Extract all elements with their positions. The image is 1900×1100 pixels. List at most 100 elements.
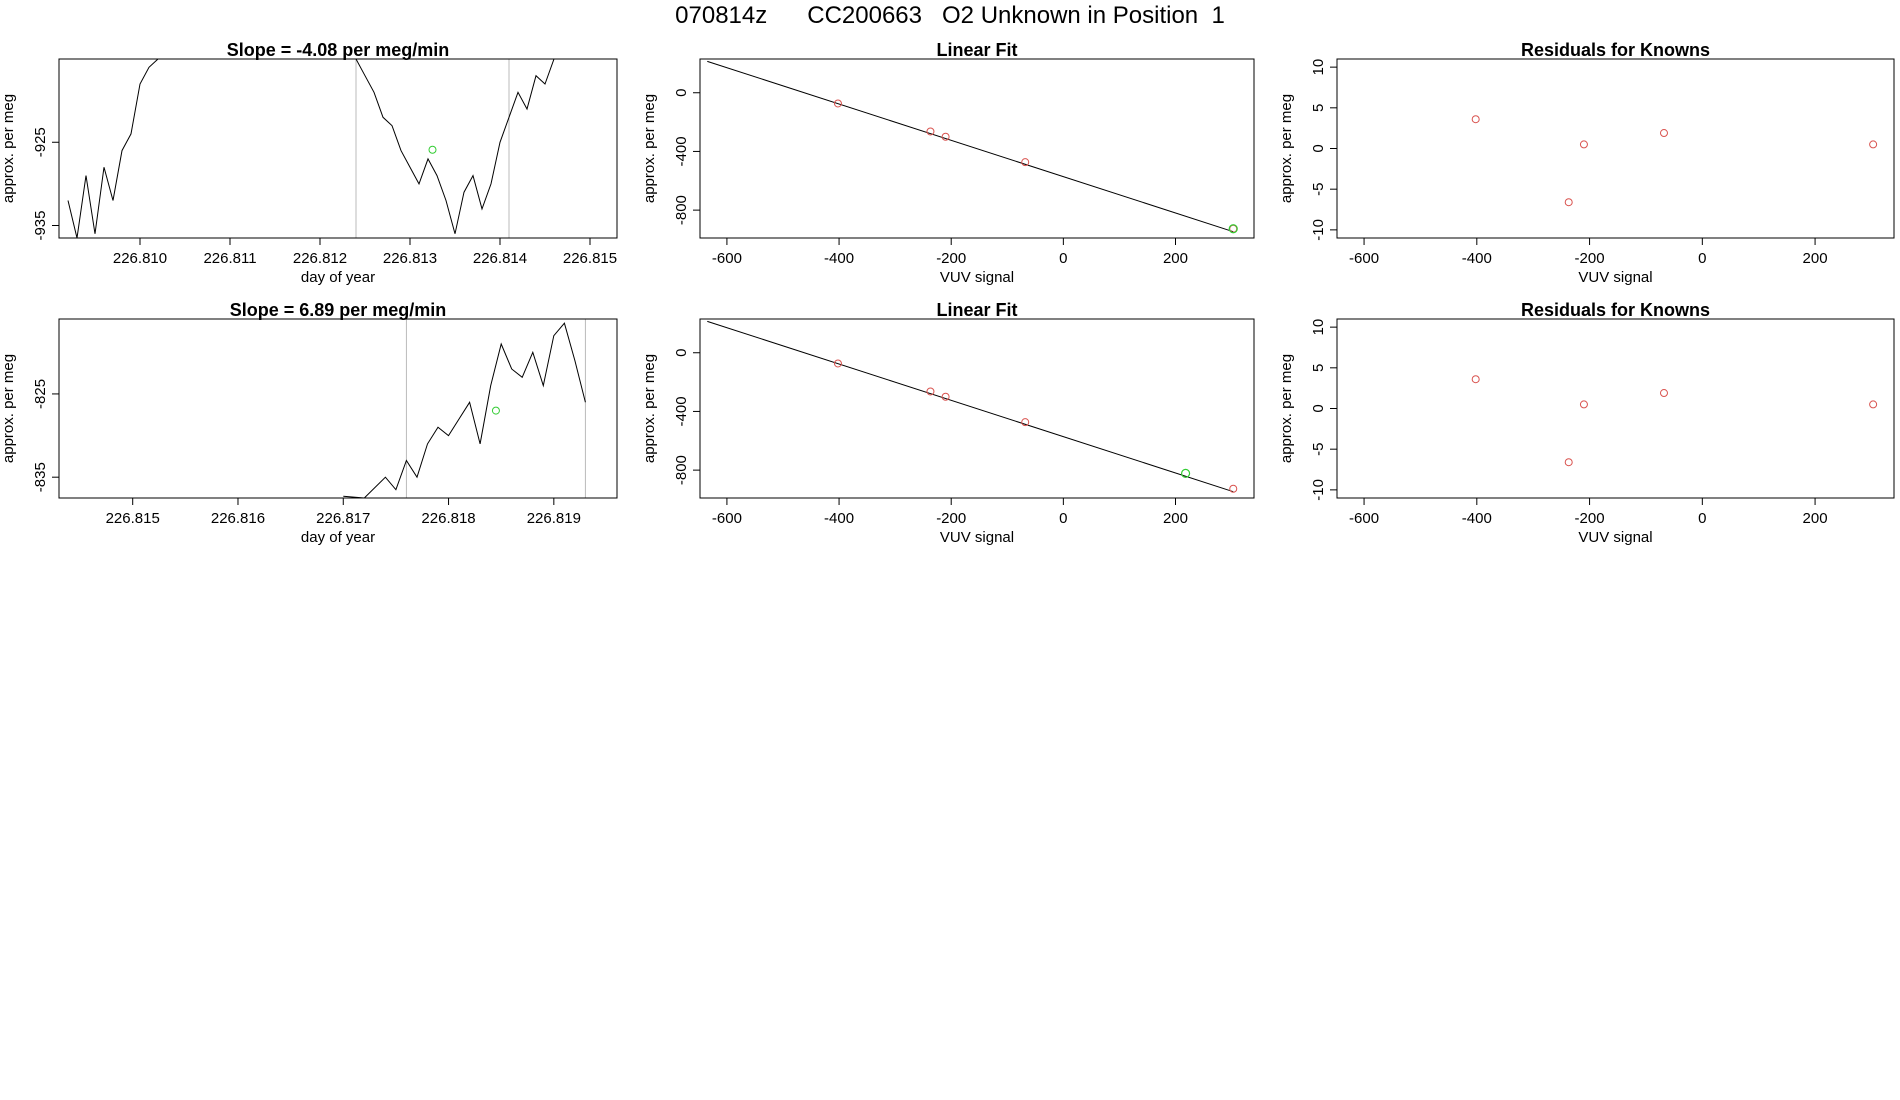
- y-tick-label: 0: [673, 349, 690, 357]
- plot-frame: [1336, 58, 1895, 239]
- x-axis-label: VUV signal: [940, 529, 1014, 546]
- y-tick-label: -5: [1310, 443, 1327, 456]
- residual-point: [1659, 389, 1668, 398]
- chart-panel: Slope = 6.89 per meg/min 226.815 226.816 22…: [0, 300, 618, 546]
- y-tick-label: 0: [1310, 144, 1327, 152]
- x-axis-label: day of year: [301, 529, 375, 546]
- y-tick-label: -825: [32, 379, 49, 409]
- y-tick-label: -400: [673, 136, 690, 166]
- x-axis-label: day of year: [301, 269, 375, 286]
- plot-area: [1471, 115, 1878, 207]
- x-tick-label: -600: [712, 510, 742, 527]
- chart-panel: Linear Fit -600 -400 -200 0 200 0 -400 -800 VUV s…: [641, 300, 1255, 546]
- plot-area: [707, 320, 1238, 493]
- unknown-point: [428, 145, 437, 154]
- fit-line: [707, 320, 1234, 493]
- x-axis-label: VUV signal: [940, 269, 1014, 286]
- y-tick-label: 5: [1310, 364, 1327, 372]
- y-tick-label: 5: [1310, 104, 1327, 112]
- chart-panel: Slope = -4.08 per meg/min 226.810 226.811 2…: [0, 40, 618, 286]
- known-point: [833, 359, 842, 368]
- residual-point: [1869, 400, 1878, 409]
- panel-title: Slope = -4.08 per meg/min: [227, 40, 450, 60]
- known-point: [926, 387, 935, 396]
- panel-title: Linear Fit: [936, 300, 1017, 320]
- y-tick-label: 10: [1310, 319, 1327, 336]
- y-axis-label: approx. per meg: [641, 354, 658, 463]
- x-tick-label: 200: [1803, 510, 1828, 527]
- plot-area: [1471, 375, 1878, 467]
- residual-point: [1471, 375, 1480, 384]
- known-point: [941, 132, 950, 141]
- y-tick-label: -10: [1310, 479, 1327, 501]
- y-tick-label: -400: [673, 396, 690, 426]
- x-tick-label: 200: [1803, 250, 1828, 267]
- unknown-point: [1228, 224, 1238, 234]
- x-tick-label: 226.815: [106, 510, 160, 527]
- x-tick-label: 200: [1163, 510, 1188, 527]
- x-tick-label: 226.816: [211, 510, 265, 527]
- x-tick-label: 226.811: [203, 250, 256, 267]
- known-point: [833, 99, 842, 108]
- panel-title: Residuals for Knowns: [1521, 300, 1710, 320]
- plot-frame: [1336, 318, 1895, 499]
- chart-panel: Residuals for Knowns -600 -400 -200 0 200 10 5 0…: [1278, 300, 1895, 546]
- trace-line: [67, 59, 555, 238]
- y-tick-label: -800: [673, 455, 690, 485]
- x-tick-label: -400: [1462, 250, 1492, 267]
- y-tick-label: -835: [32, 462, 49, 492]
- x-axis-label: VUV signal: [1578, 529, 1652, 546]
- x-tick-label: 226.813: [383, 250, 437, 267]
- residual-point: [1579, 140, 1588, 149]
- figure-title: 070814z CC200663 O2 Unknown in Position …: [675, 2, 1225, 29]
- residual-point: [1659, 129, 1668, 138]
- x-tick-label: 226.815: [563, 250, 617, 267]
- x-tick-label: 0: [1698, 510, 1706, 527]
- chart-panel: Linear Fit -600 -400 -200 0 200 0 -400 -800 VUV s…: [641, 40, 1255, 286]
- plot-area: [67, 59, 555, 238]
- x-tick-label: 0: [1059, 250, 1067, 267]
- x-tick-label: -600: [712, 250, 742, 267]
- x-tick-label: 0: [1698, 250, 1706, 267]
- y-tick-label: -925: [32, 127, 49, 157]
- known-point: [941, 392, 950, 401]
- y-axis-label: approx. per meg: [0, 354, 17, 463]
- trace-line: [343, 322, 586, 498]
- y-tick-label: -800: [673, 195, 690, 225]
- x-tick-label: -600: [1349, 510, 1379, 527]
- y-tick-label: 0: [1310, 404, 1327, 412]
- residual-point: [1579, 400, 1588, 409]
- x-tick-label: 226.810: [113, 250, 167, 267]
- y-tick-label: -10: [1310, 219, 1327, 241]
- y-axis-label: approx. per meg: [1278, 354, 1295, 463]
- y-tick-label: 0: [673, 89, 690, 97]
- residual-point: [1869, 140, 1878, 149]
- x-tick-label: 226.817: [316, 510, 370, 527]
- y-tick-label: -935: [32, 210, 49, 240]
- x-tick-label: -200: [936, 250, 966, 267]
- plot-area: [707, 60, 1238, 234]
- fit-line: [707, 60, 1234, 233]
- unknown-point: [491, 406, 500, 415]
- x-tick-label: 0: [1059, 510, 1067, 527]
- x-tick-label: 200: [1163, 250, 1188, 267]
- x-tick-label: -400: [824, 250, 854, 267]
- known-point: [1021, 158, 1030, 167]
- residual-point: [1564, 458, 1573, 467]
- residual-point: [1564, 198, 1573, 207]
- x-tick-label: -600: [1349, 250, 1379, 267]
- unknown-point: [1180, 468, 1191, 478]
- x-tick-label: -400: [1462, 510, 1492, 527]
- x-axis-label: VUV signal: [1578, 269, 1652, 286]
- known-point: [926, 127, 935, 136]
- y-tick-label: -5: [1310, 183, 1327, 196]
- plot-frame: [699, 58, 1255, 239]
- x-tick-label: -200: [936, 510, 966, 527]
- plot-frame: [58, 318, 618, 499]
- plot-frame: [699, 318, 1255, 499]
- chart-panel: Residuals for Knowns -600 -400 -200 0 200 10 5 0…: [1278, 40, 1895, 286]
- x-tick-label: 226.814: [473, 250, 527, 267]
- x-tick-label: 226.819: [527, 510, 581, 527]
- x-tick-label: -200: [1575, 510, 1605, 527]
